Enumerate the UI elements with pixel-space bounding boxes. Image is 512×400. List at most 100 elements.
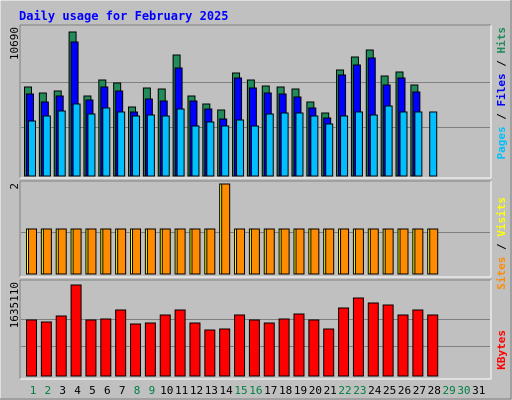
pages-bar (72, 103, 81, 177)
day-label: 26 (398, 384, 411, 397)
day-label: 20 (309, 384, 322, 397)
sites-bar (42, 228, 52, 275)
kbytes-bar (130, 323, 142, 377)
day-label: 30 (457, 384, 470, 397)
pages-bar (399, 111, 408, 177)
kbytes-bar (367, 302, 379, 377)
legend-files: Files (495, 73, 508, 106)
sites-bar (57, 228, 67, 275)
legend-visits: Visits (495, 197, 508, 237)
pages-bar (28, 120, 36, 177)
bottom-panel-legend: KBytes (495, 330, 508, 370)
day-label: 28 (428, 384, 441, 397)
sites-bar (295, 228, 305, 275)
legend-hits: Hits (495, 27, 508, 54)
kbytes-bar (219, 328, 231, 377)
sites-bar (236, 228, 246, 275)
day-label: 2 (45, 384, 52, 397)
pages-bar (206, 121, 215, 177)
mid-panel-max-label: 2 (8, 183, 21, 190)
kbytes-bar (189, 322, 201, 377)
day-label: 18 (279, 384, 292, 397)
kbytes-bar (174, 309, 186, 377)
kbytes-bar (397, 314, 409, 377)
day-label: 21 (324, 384, 337, 397)
kbytes-bar (323, 328, 335, 377)
sites-bar (280, 228, 290, 275)
sites-bar (87, 228, 97, 275)
sites-bar (429, 228, 439, 275)
pages-bar (384, 105, 393, 177)
kbytes-bar (248, 319, 260, 377)
legend-kbytes: KBytes (495, 330, 508, 370)
day-axis-labels: 1 2 3 4 5 6 7 8 9 10 11 12 13 14 15 16 17 18 19 20 21 22 23 24 2… (30, 384, 486, 397)
kbytes-bar (308, 319, 320, 377)
kbytes-bar (115, 309, 127, 377)
day-label: 25 (383, 384, 396, 397)
sites-bar (384, 228, 394, 275)
day-label: 9 (149, 384, 156, 397)
pages-bar (191, 125, 200, 177)
day-label: 7 (119, 384, 126, 397)
legend-sites: Sites (495, 257, 508, 290)
day-label: 27 (413, 384, 426, 397)
pages-bar (236, 119, 245, 177)
day-label: 3 (59, 384, 66, 397)
sites-bar (325, 228, 335, 275)
sites-bar (102, 228, 112, 275)
pages-bar (146, 114, 155, 177)
pages-bar (176, 108, 185, 177)
kbytes-bar (100, 318, 112, 377)
pages-bar (414, 111, 423, 177)
pages-bar (340, 115, 349, 177)
legend-separator: / (495, 237, 508, 257)
sites-bar (340, 228, 350, 275)
kbytes-panel (19, 279, 492, 380)
pages-bar (265, 113, 274, 177)
day-label: 6 (104, 384, 111, 397)
sites-bar (206, 228, 216, 275)
pages-bar (429, 111, 438, 177)
day-label: 4 (74, 384, 81, 397)
pages-bar (310, 115, 319, 177)
pages-bar (325, 123, 334, 177)
legend-separator: / (495, 54, 508, 74)
pages-bar (132, 115, 141, 177)
kbytes-bar (40, 321, 52, 377)
visits-sites-panel (19, 180, 492, 278)
sites-bar (369, 228, 379, 275)
mid-panel-legend: Sites / Visits (495, 197, 508, 290)
day-label: 10 (160, 384, 173, 397)
top-panel-max-label: 10690 (8, 27, 21, 60)
kbytes-bar (263, 322, 275, 377)
sites-bar (146, 228, 156, 275)
pages-bar (42, 115, 51, 177)
top-panel-legend: Pages / Files / Hits (495, 27, 508, 160)
sites-bar (310, 228, 320, 275)
kbytes-bar (338, 307, 350, 377)
kbytes-bar (70, 284, 82, 377)
day-label: 8 (134, 384, 141, 397)
day-label: 16 (249, 384, 262, 397)
day-label: 23 (353, 384, 366, 397)
sites-bar (72, 228, 82, 275)
day-label: 17 (264, 384, 277, 397)
day-label: 15 (234, 384, 247, 397)
sites-bar (176, 228, 186, 275)
pages-bar (87, 113, 96, 177)
sites-bar (265, 228, 275, 275)
kbytes-bar (278, 318, 290, 377)
day-label: 11 (175, 384, 188, 397)
kbytes-bar (293, 313, 305, 377)
pages-bar (369, 114, 378, 177)
kbytes-bar (26, 319, 37, 377)
kbytes-bar (412, 309, 424, 377)
sites-bar (414, 228, 424, 275)
day-label: 31 (472, 384, 485, 397)
pages-bar (280, 112, 289, 177)
sites-bar (221, 183, 231, 275)
pages-bar (354, 111, 363, 177)
kbytes-bar (85, 319, 97, 377)
